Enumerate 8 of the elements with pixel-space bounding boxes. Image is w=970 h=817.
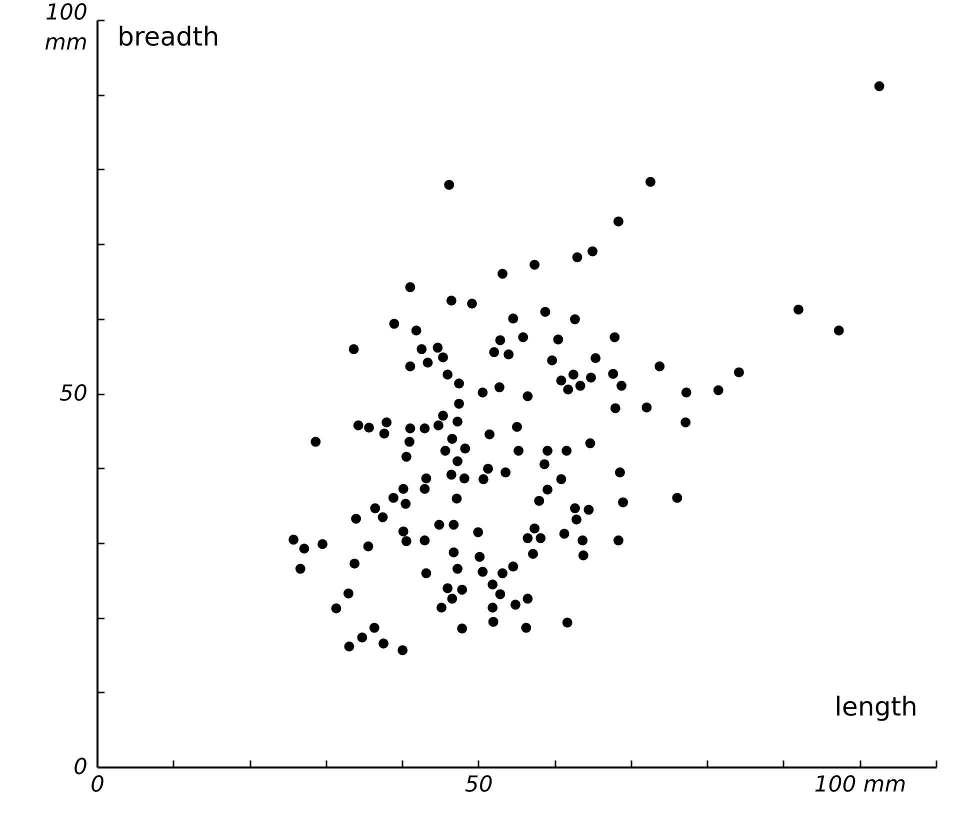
x-tick-label: 100 mm bbox=[814, 772, 906, 798]
y-tick-label: 50 bbox=[60, 382, 88, 406]
x-tick-label: 50 bbox=[464, 772, 493, 798]
x-tick-label: 0 bbox=[90, 772, 104, 798]
y-axis-title: breadth bbox=[118, 22, 220, 52]
y-tick-label: 100 mm bbox=[44, 0, 88, 56]
x-axis-title: length bbox=[834, 692, 918, 722]
y-tick-label: 0 bbox=[74, 755, 88, 780]
